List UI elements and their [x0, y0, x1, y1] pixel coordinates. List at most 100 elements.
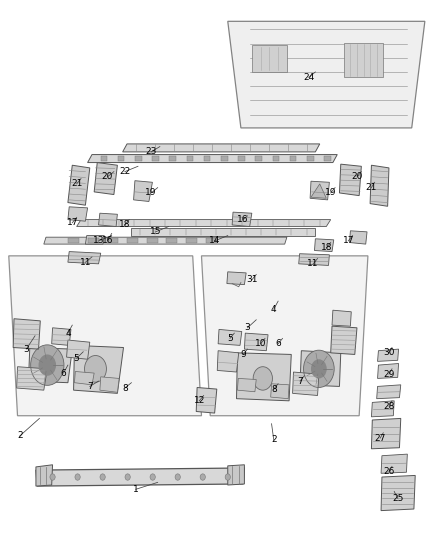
Bar — [307, 156, 314, 161]
Polygon shape — [332, 310, 351, 326]
Text: 6: 6 — [275, 340, 281, 348]
Polygon shape — [217, 351, 239, 372]
Circle shape — [39, 354, 56, 376]
Circle shape — [100, 474, 105, 480]
Polygon shape — [13, 319, 40, 349]
Polygon shape — [370, 165, 389, 206]
Text: 8: 8 — [122, 384, 128, 392]
Text: 23: 23 — [145, 148, 157, 156]
Polygon shape — [232, 212, 252, 227]
Text: 16: 16 — [237, 215, 249, 224]
Circle shape — [225, 474, 230, 480]
Text: 17: 17 — [343, 237, 354, 245]
Polygon shape — [99, 213, 117, 227]
Bar — [272, 156, 279, 161]
Bar — [238, 156, 245, 161]
Text: 20: 20 — [351, 173, 363, 181]
Polygon shape — [88, 155, 337, 163]
Text: 26: 26 — [383, 467, 395, 476]
Polygon shape — [134, 181, 152, 201]
Text: 31: 31 — [246, 276, 258, 284]
Polygon shape — [371, 418, 401, 449]
Bar — [101, 156, 107, 161]
Polygon shape — [381, 454, 407, 473]
Bar — [170, 156, 176, 161]
Polygon shape — [377, 385, 401, 399]
Text: 22: 22 — [119, 167, 131, 176]
Polygon shape — [252, 45, 287, 72]
Polygon shape — [311, 184, 326, 198]
Polygon shape — [52, 328, 71, 345]
Text: 5: 5 — [74, 354, 80, 362]
Text: 19: 19 — [325, 189, 336, 197]
Circle shape — [75, 474, 80, 480]
Text: 27: 27 — [374, 434, 386, 442]
Polygon shape — [68, 207, 88, 221]
Polygon shape — [36, 465, 53, 486]
Text: 3: 3 — [23, 345, 29, 353]
Bar — [152, 156, 159, 161]
Bar — [68, 238, 79, 243]
Text: 25: 25 — [392, 494, 403, 503]
Text: 29: 29 — [383, 370, 395, 378]
Polygon shape — [344, 43, 383, 77]
Polygon shape — [123, 144, 320, 152]
Bar — [127, 238, 138, 243]
Bar — [324, 156, 331, 161]
Bar — [135, 156, 141, 161]
Text: 6: 6 — [60, 369, 67, 377]
Polygon shape — [228, 465, 244, 485]
Polygon shape — [94, 163, 117, 195]
Polygon shape — [299, 254, 329, 265]
Polygon shape — [237, 378, 256, 392]
Bar — [186, 238, 197, 243]
Text: 20: 20 — [102, 173, 113, 181]
Text: 1: 1 — [133, 485, 139, 494]
Text: 28: 28 — [383, 402, 395, 410]
Text: 8: 8 — [271, 385, 277, 393]
Circle shape — [304, 350, 334, 387]
Bar — [147, 238, 158, 243]
Polygon shape — [201, 256, 368, 416]
Polygon shape — [350, 231, 367, 244]
Text: 4: 4 — [65, 329, 71, 337]
Polygon shape — [218, 329, 242, 345]
Text: 2: 2 — [17, 432, 22, 440]
Text: 3: 3 — [244, 324, 251, 332]
Circle shape — [85, 356, 106, 382]
Circle shape — [125, 474, 130, 480]
Polygon shape — [131, 228, 315, 236]
Polygon shape — [77, 220, 331, 227]
Polygon shape — [68, 165, 90, 205]
Text: 11: 11 — [307, 260, 319, 268]
Bar — [290, 156, 297, 161]
Circle shape — [150, 474, 155, 480]
Bar — [206, 238, 217, 243]
Text: 13: 13 — [93, 237, 104, 245]
Text: 17: 17 — [67, 219, 78, 227]
Polygon shape — [85, 236, 104, 244]
Text: 18: 18 — [119, 221, 131, 229]
Text: 16: 16 — [102, 237, 113, 245]
Text: 2: 2 — [271, 435, 276, 444]
Text: 9: 9 — [240, 350, 246, 359]
Polygon shape — [227, 272, 246, 285]
Polygon shape — [228, 21, 425, 128]
Polygon shape — [28, 348, 72, 383]
Polygon shape — [339, 164, 361, 196]
Polygon shape — [9, 256, 201, 416]
Text: 19: 19 — [145, 189, 157, 197]
Polygon shape — [237, 353, 291, 401]
Bar — [107, 238, 118, 243]
Polygon shape — [244, 333, 268, 351]
Text: 30: 30 — [383, 349, 395, 357]
Text: 7: 7 — [87, 382, 93, 391]
Bar — [187, 156, 193, 161]
Polygon shape — [271, 384, 289, 399]
Circle shape — [50, 474, 55, 480]
Text: 4: 4 — [271, 305, 276, 313]
Polygon shape — [371, 401, 394, 417]
Text: 14: 14 — [209, 237, 220, 245]
Text: 11: 11 — [80, 258, 91, 266]
Bar — [88, 238, 99, 243]
